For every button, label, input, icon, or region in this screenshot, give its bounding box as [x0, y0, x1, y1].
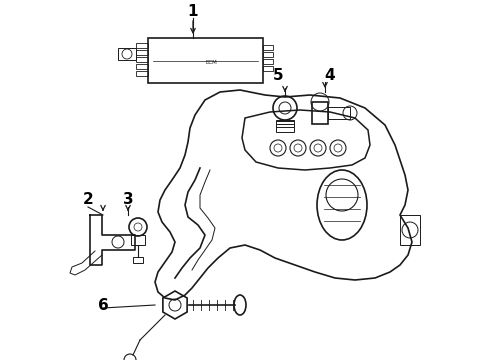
- Text: 5: 5: [273, 68, 283, 84]
- Bar: [136, 71, 148, 76]
- Bar: [312, 102, 328, 124]
- Bar: [136, 50, 148, 55]
- Bar: [263, 45, 273, 50]
- Text: 1: 1: [188, 4, 198, 19]
- Bar: [131, 235, 145, 245]
- Bar: [148, 38, 263, 83]
- Bar: [136, 64, 148, 69]
- Bar: [118, 48, 136, 60]
- Text: 4: 4: [325, 68, 335, 84]
- Text: 6: 6: [98, 297, 108, 312]
- Text: 2: 2: [83, 193, 94, 207]
- Bar: [263, 59, 273, 64]
- Bar: [263, 52, 273, 57]
- Text: ECM: ECM: [205, 60, 217, 65]
- Bar: [328, 107, 350, 119]
- Text: 3: 3: [122, 193, 133, 207]
- Bar: [400, 215, 420, 245]
- Bar: [133, 257, 143, 263]
- Bar: [276, 120, 294, 132]
- Bar: [263, 66, 273, 71]
- Bar: [136, 57, 148, 62]
- Bar: [136, 43, 148, 48]
